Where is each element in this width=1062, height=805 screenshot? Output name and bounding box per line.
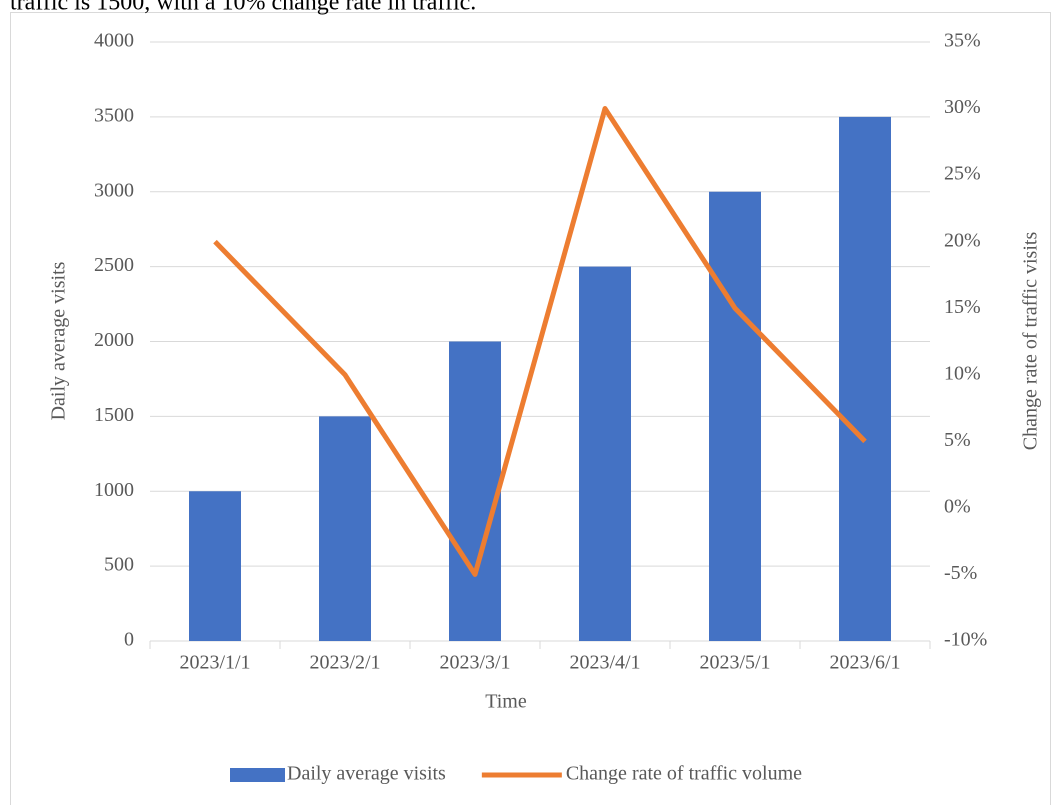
y-tick-label: 1500 [94,404,134,426]
x-tick-label: 2023/6/1 [829,652,900,674]
bar [579,266,631,641]
y-tick-label: 3000 [94,179,134,201]
caption: traffic is 1500, with a 10% change rate … [10,0,476,16]
x-tick-label: 2023/3/1 [439,652,510,674]
bar [319,416,371,641]
bar [839,116,891,641]
legend-label: Change rate of traffic volume [566,763,802,785]
bar [449,341,501,641]
y-tick-label: 500 [104,554,134,576]
y2-tick-label: 0% [944,495,971,517]
y-axis-title: Daily average visits [48,261,70,420]
y-tick-label: 0 [124,629,134,651]
y-tick-label: 3500 [94,104,134,126]
x-tick-label: 2023/2/1 [309,652,380,674]
y-tick-label: 4000 [94,30,134,52]
y2-tick-label: 30% [944,96,981,118]
y2-tick-label: -10% [944,629,987,651]
y2-tick-label: 10% [944,362,981,384]
y2-axis-title: Change rate of traffic visits [1020,232,1042,451]
y-tick-label: 2500 [94,254,134,276]
y2-tick-label: 15% [944,296,981,318]
y2-tick-label: 5% [944,429,971,451]
x-tick-label: 2023/4/1 [569,652,640,674]
legend-swatch [230,768,285,782]
bar [709,191,761,641]
chart-frame [10,12,1051,805]
legend-label: Daily average visits [287,763,446,785]
y-tick-label: 1000 [94,479,134,501]
y2-tick-label: 25% [944,163,981,185]
x-axis-title: Time [485,691,527,713]
y2-tick-label: 35% [944,30,981,52]
x-tick-label: 2023/1/1 [179,652,250,674]
x-tick-label: 2023/5/1 [699,652,770,674]
line [213,106,867,577]
y-tick-label: 2000 [94,329,134,351]
y2-tick-label: -5% [944,562,977,584]
y2-tick-label: 20% [944,229,981,251]
bar [189,491,241,641]
